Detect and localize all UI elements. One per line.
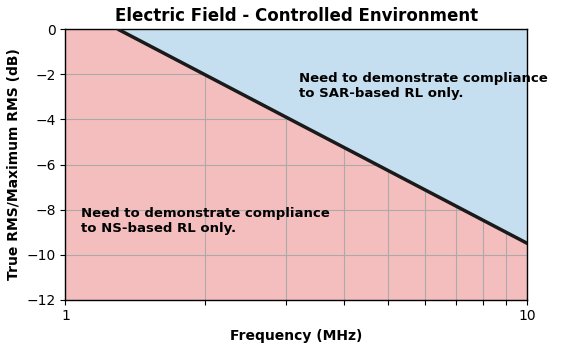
Title: Electric Field - Controlled Environment: Electric Field - Controlled Environment xyxy=(115,7,478,25)
Y-axis label: True RMS/Maximum RMS (dB): True RMS/Maximum RMS (dB) xyxy=(7,49,21,280)
Text: Need to demonstrate compliance
to NS-based RL only.: Need to demonstrate compliance to NS-bas… xyxy=(81,207,329,235)
Text: Need to demonstrate compliance
to SAR-based RL only.: Need to demonstrate compliance to SAR-ba… xyxy=(299,72,547,100)
X-axis label: Frequency (MHz): Frequency (MHz) xyxy=(230,329,363,343)
